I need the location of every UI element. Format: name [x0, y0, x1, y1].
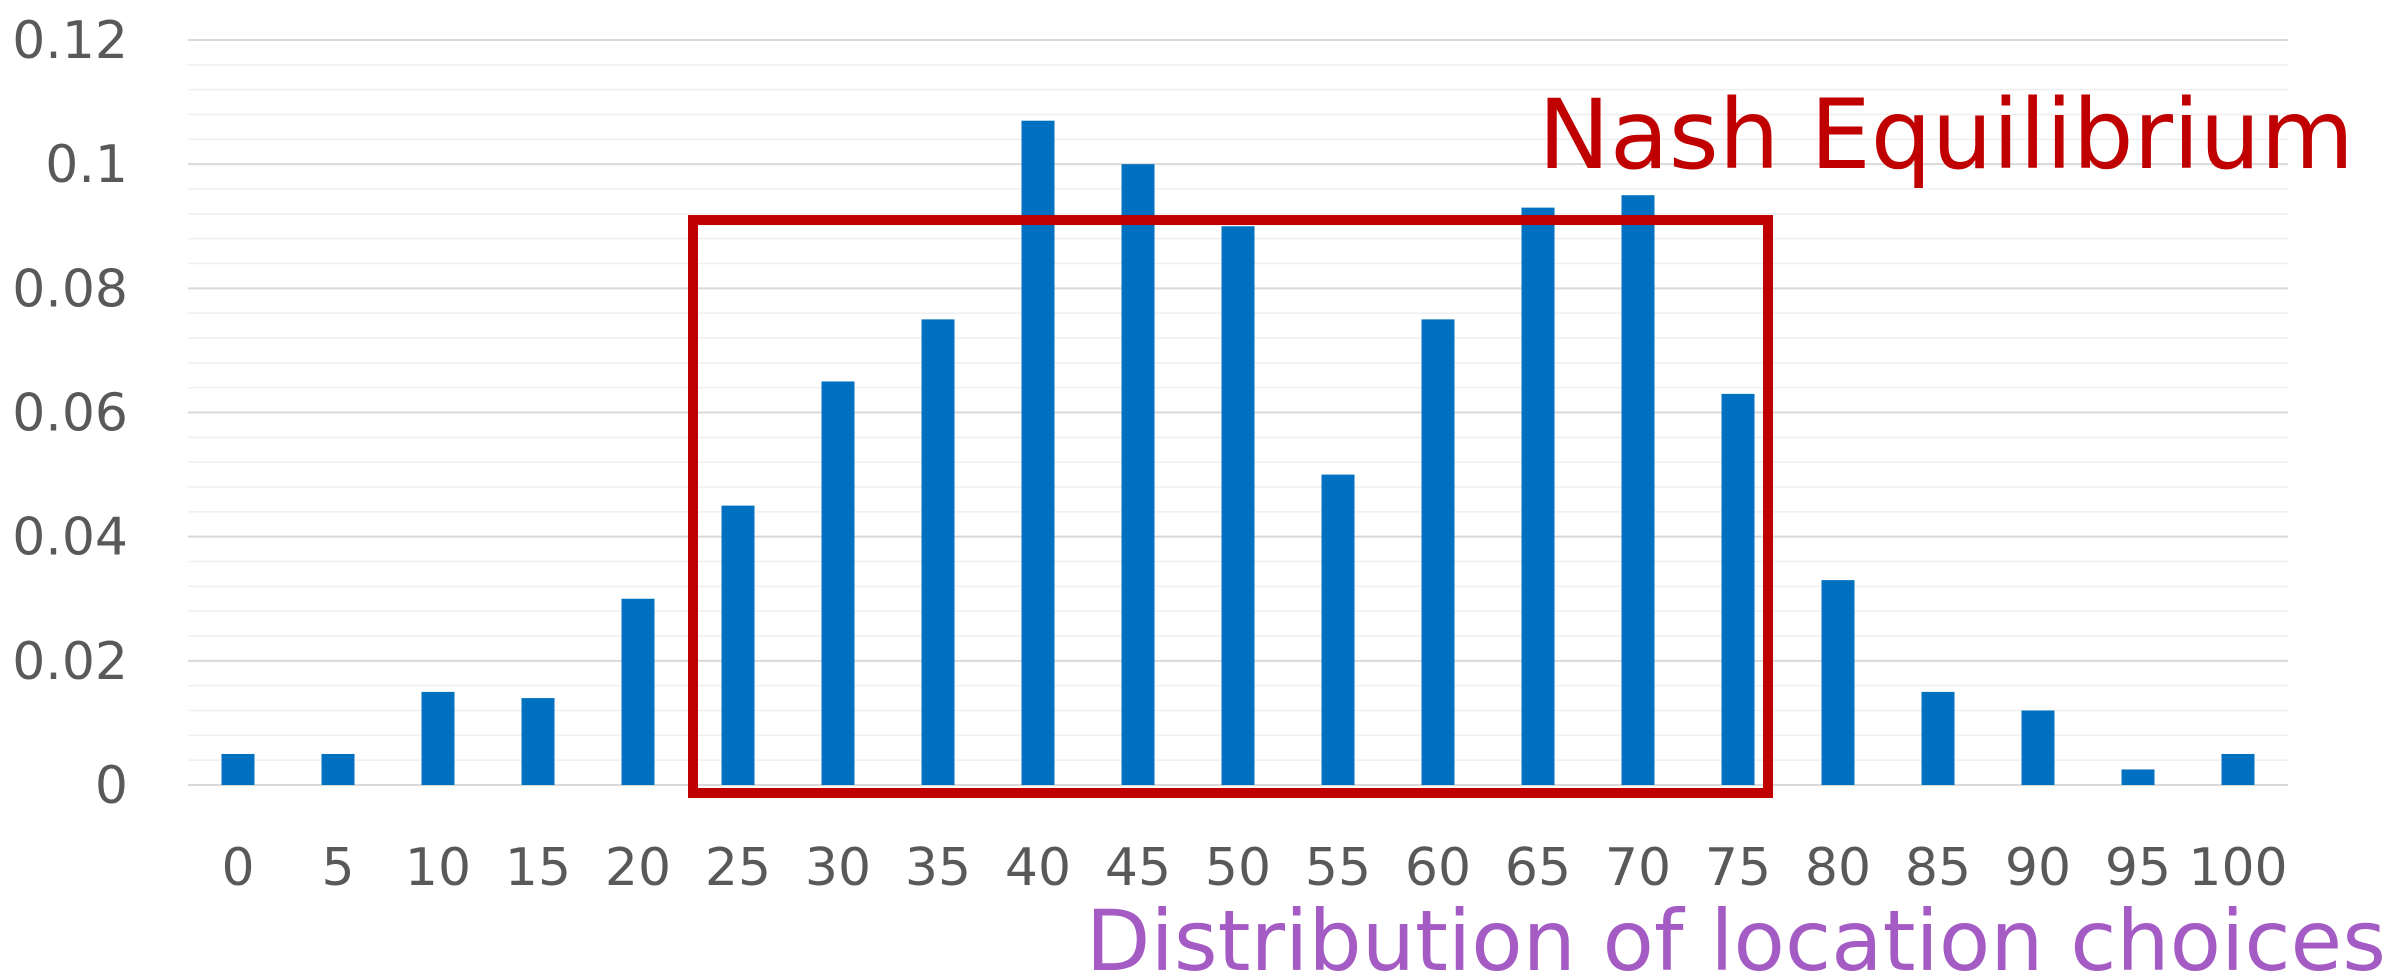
x-tick-label: 50 — [1205, 838, 1271, 898]
nash-equilibrium-box — [688, 215, 1773, 798]
y-tick-label: 0.06 — [12, 384, 128, 444]
x-tick-label: 15 — [505, 838, 571, 898]
bar — [221, 753, 255, 785]
x-tick-label: 65 — [1505, 838, 1571, 898]
x-tick-label: 25 — [705, 838, 771, 898]
bar — [1021, 120, 1055, 786]
x-tick-label: 30 — [805, 838, 871, 898]
x-tick-label: 35 — [905, 838, 971, 898]
bar — [721, 505, 755, 785]
x-tick-label: 45 — [1105, 838, 1171, 898]
y-tick-label: 0.02 — [12, 632, 128, 692]
bar — [2021, 710, 2055, 785]
x-axis-ticks: 0 5 10 15 20 25 30 35 40 45 50 55 60 65 70 75 80 85 90 95 10… — [221, 838, 2287, 898]
bar — [1121, 164, 1155, 785]
x-tick-label: 40 — [1005, 838, 1071, 898]
bar — [321, 753, 355, 785]
x-tick-label: 75 — [1705, 838, 1771, 898]
bars — [221, 120, 2255, 786]
bar — [2121, 769, 2155, 785]
x-tick-label: 70 — [1605, 838, 1671, 898]
x-tick-label: 60 — [1405, 838, 1471, 898]
x-axis-title: Distribution of location choices — [1086, 892, 2386, 979]
bar — [921, 319, 955, 785]
bar — [1821, 580, 1855, 785]
nash-equilibrium-label: Nash Equilibrium — [1538, 79, 2354, 191]
x-tick-label: 10 — [405, 838, 471, 898]
x-tick-label: 95 — [2105, 838, 2171, 898]
y-tick-label: 0.08 — [12, 259, 128, 319]
x-tick-label: 55 — [1305, 838, 1371, 898]
bar — [1721, 393, 1755, 785]
bar — [1521, 207, 1555, 785]
bar — [1421, 319, 1455, 785]
y-tick-label: 0.1 — [45, 135, 128, 195]
x-tick-label: 85 — [1905, 838, 1971, 898]
y-tick-label: 0 — [95, 756, 128, 816]
x-tick-label: 80 — [1805, 838, 1871, 898]
bar — [821, 381, 855, 785]
bar — [1921, 691, 1955, 785]
bar — [1321, 474, 1355, 785]
bar — [421, 691, 455, 785]
x-tick-label: 20 — [605, 838, 671, 898]
y-tick-label: 0.04 — [12, 508, 128, 568]
y-tick-label: 0.12 — [12, 11, 128, 71]
bar — [1221, 226, 1255, 785]
bar — [521, 698, 555, 785]
bar — [1621, 195, 1655, 786]
x-tick-label: 90 — [2005, 838, 2071, 898]
x-tick-label: 0 — [221, 838, 254, 898]
x-tick-label: 100 — [2188, 838, 2287, 898]
bar — [2221, 753, 2255, 785]
y-axis-ticks: 0 0.02 0.04 0.06 0.08 0.1 0.12 — [12, 11, 128, 816]
x-tick-label: 5 — [321, 838, 354, 898]
bar — [621, 598, 655, 785]
